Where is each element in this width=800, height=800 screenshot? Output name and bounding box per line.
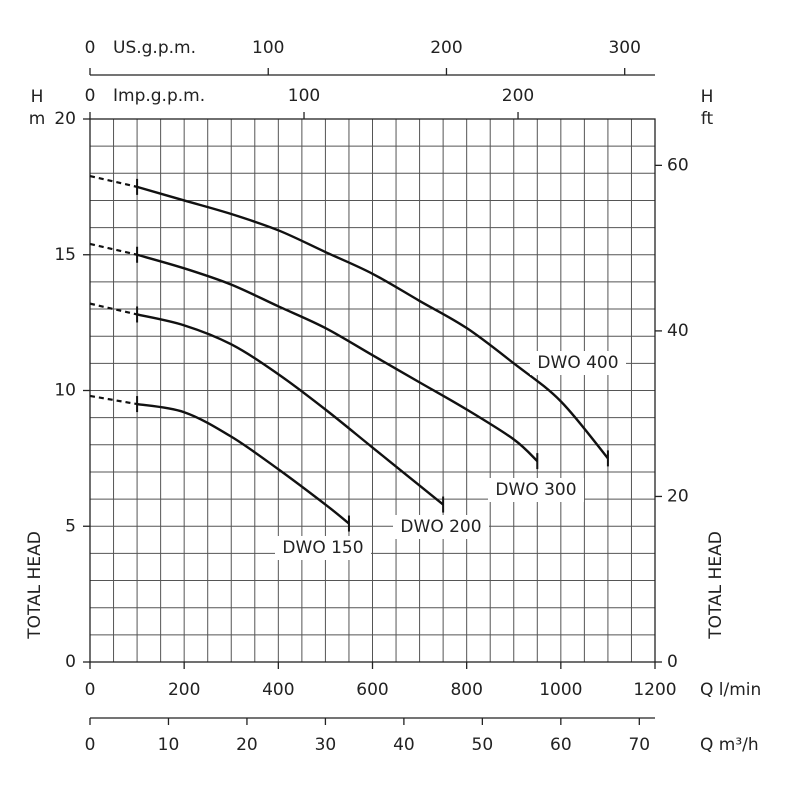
x2-tick-label: 60 — [550, 735, 572, 755]
curve — [136, 253, 539, 462]
top2-axis-label: Imp.g.p.m. — [113, 86, 205, 106]
x2-tick-label: 50 — [472, 735, 494, 755]
curve-dashed — [89, 242, 138, 256]
top2-tick-label: 200 — [502, 86, 534, 106]
x-tick-label: 1000 — [539, 680, 582, 700]
y2-tick-label: 0 — [667, 652, 678, 672]
top2-tick-label: 0 — [85, 86, 96, 106]
x-axis-label: Q l/min — [700, 680, 761, 700]
series-label: DWO 150 — [282, 538, 363, 558]
top-tick-label: 100 — [252, 38, 284, 58]
label-bg — [530, 351, 626, 375]
x-tick-label: 600 — [356, 680, 388, 700]
curve-dashed — [89, 394, 138, 406]
label-bg — [488, 478, 584, 502]
x-tick-label: 400 — [262, 680, 294, 700]
label-bg — [393, 515, 489, 539]
x2-tick-label: 0 — [85, 735, 96, 755]
y-tick-label: 5 — [65, 516, 76, 536]
y-unit: m — [29, 109, 46, 129]
series-label: DWO 200 — [400, 517, 481, 537]
x-tick-label: 0 — [85, 680, 96, 700]
y-tick-label: 15 — [54, 245, 76, 265]
y2-tick-label: 20 — [667, 486, 689, 506]
y2-tick-label: 60 — [667, 155, 689, 175]
y-tick-label: 20 — [54, 109, 76, 129]
top-axis-label: US.g.p.m. — [113, 38, 196, 58]
series-label: DWO 300 — [495, 480, 576, 500]
x-tick-label: 200 — [168, 680, 200, 700]
x-tick-label: 1200 — [633, 680, 676, 700]
curve — [136, 185, 609, 460]
x-tick-label: 800 — [450, 680, 482, 700]
top-tick-label: 0 — [85, 38, 96, 58]
top-tick-label: 300 — [608, 38, 640, 58]
curve-dashed — [89, 302, 138, 316]
y2-unit-symbol: H — [701, 87, 714, 107]
top-tick-label: 200 — [430, 38, 462, 58]
y-tick-label: 10 — [54, 381, 76, 401]
y-tick-label: 0 — [65, 652, 76, 672]
x2-tick-label: 20 — [236, 735, 258, 755]
curve — [136, 313, 444, 506]
top2-tick-label: 100 — [288, 86, 320, 106]
x2-tick-label: 30 — [315, 735, 337, 755]
y2-unit: ft — [701, 109, 714, 129]
label-bg — [275, 536, 371, 560]
y-unit-symbol: H — [31, 87, 44, 107]
x2-tick-label: 10 — [158, 735, 180, 755]
y2-axis-label: TOTAL HEAD — [706, 531, 726, 640]
y-axis-label: TOTAL HEAD — [25, 531, 45, 640]
x2-axis-label: Q m³/h — [700, 735, 759, 755]
series-label: DWO 400 — [537, 353, 618, 373]
x2-tick-label: 40 — [393, 735, 415, 755]
x2-tick-label: 70 — [628, 735, 650, 755]
curve — [136, 402, 350, 525]
y2-tick-label: 40 — [667, 321, 689, 341]
curve-dashed — [89, 174, 138, 188]
